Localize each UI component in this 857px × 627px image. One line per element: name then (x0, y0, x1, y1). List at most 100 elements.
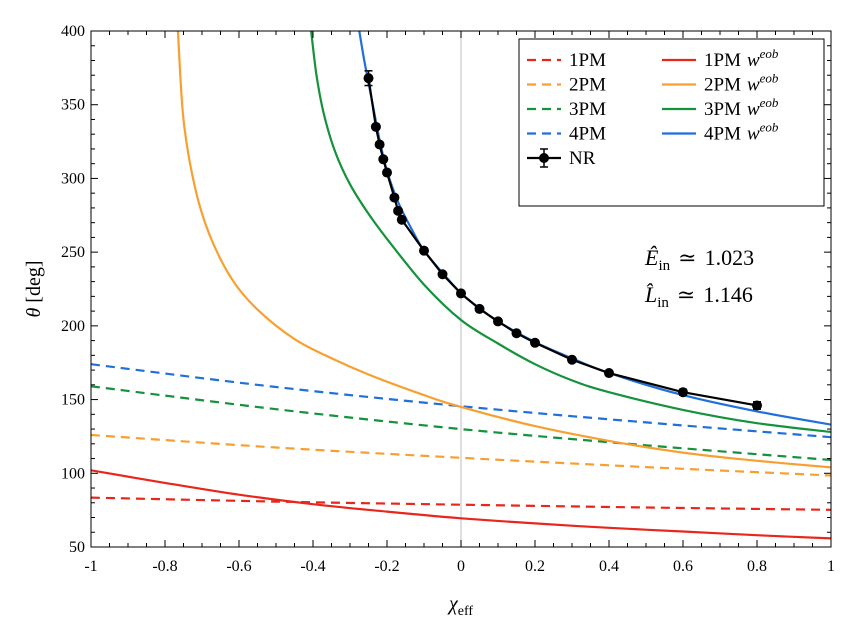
angular-momentum-annotation: L̂in ≃ 1.146 (644, 282, 753, 311)
series-1pm (91, 496, 831, 511)
legend-2pm-w-eob: 2PM weob (662, 71, 779, 96)
x-tick-label: 0.4 (599, 558, 619, 575)
series-2pm (91, 433, 831, 477)
nr-point (530, 337, 540, 348)
legend-3pm: 3PM (527, 99, 606, 120)
nr-point (393, 205, 404, 216)
legend-box (518, 38, 825, 207)
angular-momentum-value: 1.146 (703, 282, 753, 307)
series-1pm-w-eob (91, 469, 831, 540)
nr-point (378, 154, 389, 165)
legend-3pm-w-eob: 3PM weob (662, 95, 779, 120)
legend-label-weight: w (747, 124, 760, 145)
x-axis-symbol: χ (447, 593, 459, 615)
legend-label-text: 4PM (569, 124, 606, 145)
nr-layer (363, 70, 762, 411)
x-tick-label: 0.6 (673, 558, 693, 575)
nr-point (493, 316, 503, 327)
nr-point (382, 167, 392, 178)
legend-label: 2PM weob (704, 71, 779, 96)
y-tick-label: 250 (61, 244, 85, 261)
legend-label: 2PM (569, 75, 606, 96)
x-tick-label: -0.2 (374, 558, 399, 575)
legend-label: 1PM (569, 50, 606, 71)
y-axis-symbol: θ (23, 308, 45, 318)
series-2pm-w-eob (176, 31, 831, 469)
nr-point (678, 387, 688, 398)
nr-point (396, 214, 407, 225)
x-tick-label: 1 (827, 558, 835, 575)
legend-nr: NR (527, 148, 596, 169)
nr-point (437, 269, 448, 280)
angular-momentum-symbol: L̂ (644, 282, 657, 307)
energy-subscript: in (658, 258, 670, 274)
y-axis-title: θ [deg] (23, 260, 45, 317)
legend-label: 1PM weob (704, 46, 779, 71)
legend-label: 3PM (569, 99, 606, 120)
legend-label-text: 2PM (704, 75, 741, 96)
legend-label-weight: w (747, 75, 760, 96)
angular-momentum-subscript: in (657, 295, 669, 311)
nr-point (374, 139, 385, 150)
legend-label-superscript: eob (760, 46, 779, 61)
legend-1pm-w-eob: 1PM weob (662, 46, 779, 71)
nr-point (389, 192, 400, 203)
legend-label-superscript: eob (760, 120, 779, 135)
x-tick-label: 0.2 (525, 558, 545, 575)
y-tick-label: 50 (69, 539, 85, 556)
angular-momentum-relation: ≃ (677, 282, 695, 307)
legend-2pm: 2PM (527, 75, 606, 96)
energy-value: 1.023 (705, 245, 755, 270)
x-tick-label: 0.8 (747, 558, 767, 575)
series-3pm-w-eob (310, 31, 831, 434)
nr-point (604, 368, 614, 379)
nr-point (456, 288, 466, 299)
nr-point (752, 400, 762, 411)
x-axis-title: χeff (447, 593, 473, 619)
nr-point (419, 245, 429, 256)
legend-label-text: 3PM (569, 99, 606, 120)
legend-label-superscript: eob (760, 71, 779, 86)
x-tick-label: -0.8 (152, 558, 177, 575)
y-tick-label: 200 (61, 318, 85, 335)
series-3pm (91, 385, 831, 462)
y-tick-label: 400 (61, 23, 85, 40)
legend-label-weight: w (747, 50, 760, 71)
legend-label-text: NR (569, 148, 596, 169)
nr-point (363, 73, 374, 84)
legend-1pm: 1PM (527, 50, 606, 71)
series-nr (363, 70, 762, 411)
x-tick-label: 0 (457, 558, 465, 575)
x-tick-label: -0.6 (226, 558, 251, 575)
legend-label-text: 3PM (704, 99, 741, 120)
legend-nr-marker (539, 153, 549, 163)
legend-4pm-w-eob: 4PM weob (662, 120, 779, 145)
x-axis-subscript: eff (458, 604, 474, 619)
legend-label: NR (569, 148, 596, 169)
parameter-annotation: Êin ≃ 1.023 L̂in ≃ 1.146 (644, 245, 754, 311)
legend-label-text: 2PM (569, 75, 606, 96)
legend-label-text: 1PM (569, 50, 606, 71)
energy-annotation: Êin ≃ 1.023 (644, 245, 754, 274)
energy-relation: ≃ (678, 245, 696, 270)
legend-label-text: 4PM (704, 124, 741, 145)
legend-4pm: 4PM (527, 124, 606, 145)
y-axis-unit: [deg] (23, 260, 45, 302)
legend-label-weight: w (747, 99, 760, 120)
legend-label: 4PM weob (704, 120, 779, 145)
legend-label: 3PM weob (704, 95, 779, 120)
nr-point (511, 328, 522, 339)
legend-label: 4PM (569, 124, 606, 145)
legend-label-superscript: eob (760, 95, 779, 110)
y-tick-label: 150 (61, 392, 85, 409)
legend-label-text: 1PM (704, 50, 741, 71)
series-4pm (91, 363, 831, 439)
nr-point (567, 354, 577, 365)
nr-point (474, 303, 485, 314)
y-tick-label: 100 (61, 465, 85, 482)
axis-ticks: -1 -0.8 -0.6 -0.4 -0.2 0 0.2 0.4 0.6 0.8 150100150… (61, 23, 835, 575)
nr-point (370, 121, 381, 132)
